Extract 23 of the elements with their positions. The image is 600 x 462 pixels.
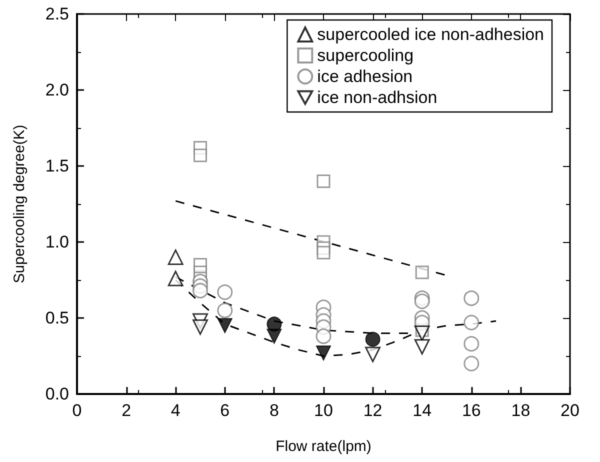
x-tick-label: 14 [412,401,432,420]
x-tick-label: 12 [363,401,382,420]
legend-label: supercooling [317,46,414,65]
y-tick-label: 0.5 [45,308,69,328]
y-tick-label: 1.0 [45,232,69,252]
x-tick-label: 2 [122,401,132,420]
x-tick-label: 10 [314,401,333,420]
y-tick-label: 1.5 [45,156,69,176]
x-tick-label: 18 [511,401,530,420]
x-tick-label: 8 [269,401,279,420]
legend-label: ice adhesion [317,67,413,86]
y-axis-title: Supercooling degree(K) [11,124,28,284]
y-tick-label: 2.0 [45,80,69,100]
x-axis-title: Flow rate(lpm) [276,438,372,455]
x-tick-label: 4 [170,401,180,420]
x-tick-label: 6 [220,401,230,420]
x-tick-label: 0 [72,401,82,420]
x-tick-label: 16 [462,401,481,420]
x-tick-label: 20 [560,401,580,420]
legend-label: ice non-adhsion [317,88,438,107]
legend-label: supercooled ice non-adhesion [317,25,544,44]
y-tick-label: 0.0 [45,384,69,404]
y-tick-label: 2.5 [45,4,69,24]
